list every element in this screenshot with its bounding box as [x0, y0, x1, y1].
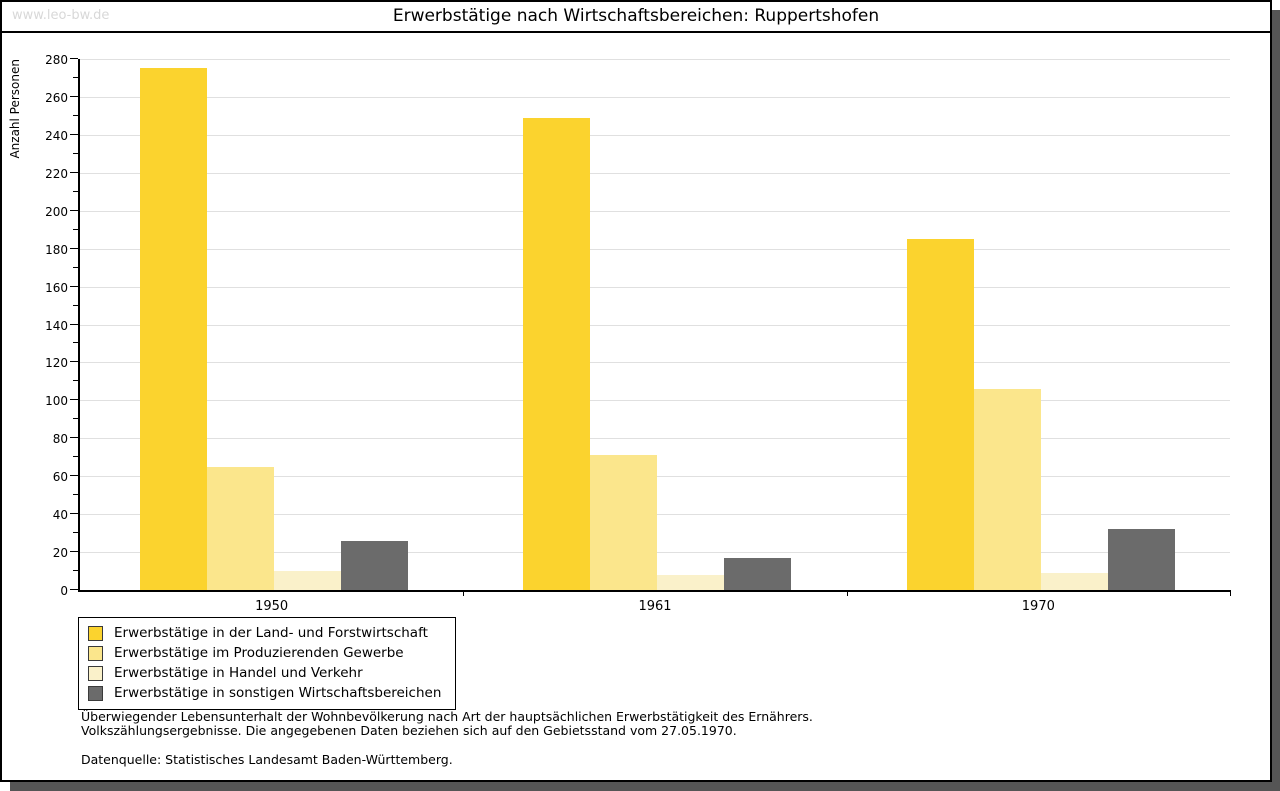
y-major-tick [70, 209, 78, 211]
legend-label: Erwerbstätige in der Land- und Forstwirt… [114, 625, 428, 641]
legend-label: Erwerbstätige in Handel und Verkehr [114, 665, 363, 681]
y-minor-tick [73, 304, 78, 306]
y-minor-tick [73, 380, 78, 382]
y-tick-label: 80 [52, 432, 68, 447]
y-minor-tick [73, 494, 78, 496]
y-tick-label: 260 [45, 90, 68, 105]
y-tick-label: 240 [45, 128, 68, 143]
y-tick-label: 140 [45, 318, 68, 333]
y-tick-label: 40 [52, 508, 68, 523]
watermark-text: www.leo-bw.de [12, 8, 110, 23]
legend-item: Erwerbstätige in der Land- und Forstwirt… [88, 623, 441, 643]
footnote-line-1: Überwiegender Lebensunterhalt der Wohnbe… [81, 709, 813, 724]
y-major-tick [70, 437, 78, 439]
bar [1107, 529, 1175, 590]
y-gridline [80, 59, 1230, 60]
y-tick-label: 100 [45, 394, 68, 409]
y-minor-tick [73, 190, 78, 192]
y-major-tick [70, 58, 78, 59]
data-source-note: Datenquelle: Statistisches Landesamt Bad… [81, 752, 453, 767]
y-tick-label: 120 [45, 356, 68, 371]
y-gridline [80, 438, 1230, 440]
y-major-tick [70, 589, 78, 590]
y-tick-label: 200 [45, 204, 68, 219]
y-gridline [80, 210, 1230, 212]
y-minor-tick [73, 342, 78, 344]
y-gridline [80, 400, 1230, 402]
bar [724, 557, 792, 590]
bar [1040, 572, 1108, 590]
y-major-tick [70, 361, 78, 363]
y-minor-tick [73, 456, 78, 458]
y-major-tick [70, 399, 78, 401]
y-tick-label: 60 [52, 470, 68, 485]
frame-shadow-right [1272, 10, 1280, 791]
chart-title: Erwerbstätige nach Wirtschaftsbereichen:… [392, 6, 880, 26]
x-tick [1230, 590, 1231, 596]
bar [590, 455, 658, 590]
y-major-tick [70, 513, 78, 515]
legend-swatch [88, 625, 103, 641]
y-tick-label: 280 [45, 53, 68, 67]
y-minor-tick [73, 266, 78, 268]
bar [657, 574, 725, 590]
y-minor-tick [73, 570, 78, 572]
y-gridline [80, 362, 1230, 364]
y-tick-label: 180 [45, 242, 68, 257]
y-minor-tick [73, 152, 78, 154]
x-category-label: 1950 [255, 599, 289, 614]
y-major-tick [70, 323, 78, 325]
x-tick [463, 590, 465, 596]
y-major-tick [70, 133, 78, 135]
bar [140, 68, 207, 590]
y-gridline [80, 248, 1230, 250]
y-major-tick [70, 171, 78, 173]
bar [274, 571, 341, 590]
legend-item: Erwerbstätige in Handel und Verkehr [88, 663, 441, 683]
y-tick-label: 0 [60, 584, 68, 598]
bar [341, 540, 408, 590]
y-major-tick [70, 247, 78, 249]
y-tick-label: 220 [45, 166, 68, 181]
y-major-tick [70, 551, 78, 553]
legend-item: Erwerbstätige in sonstigen Wirtschaftsbe… [88, 683, 441, 703]
x-category-label: 1961 [638, 599, 672, 614]
bar [207, 466, 274, 590]
y-tick-label: 160 [45, 280, 68, 295]
y-axis-title: Anzahl Personen [8, 59, 22, 159]
footnote-line-2: Volkszählungsergebnisse. Die angegebenen… [81, 723, 737, 738]
bar [523, 117, 591, 590]
frame-shadow-bottom [10, 782, 1272, 791]
x-tick [846, 590, 848, 596]
legend-item: Erwerbstätige im Produzierenden Gewerbe [88, 643, 441, 663]
x-category-label: 1970 [1021, 599, 1055, 614]
legend-swatch [88, 685, 103, 701]
y-major-tick [70, 95, 78, 97]
bar [973, 388, 1041, 590]
y-major-tick [70, 285, 78, 287]
y-minor-tick [73, 76, 78, 78]
y-gridline [80, 134, 1230, 136]
y-major-tick [70, 475, 78, 477]
y-minor-tick [73, 418, 78, 420]
y-minor-tick [73, 114, 78, 116]
y-gridline [80, 324, 1230, 326]
y-tick-label: 20 [52, 546, 68, 561]
y-minor-tick [73, 532, 78, 534]
title-band: www.leo-bw.de Erwerbstätige nach Wirtsch… [2, 2, 1270, 33]
y-minor-tick [73, 228, 78, 230]
y-gridline [80, 286, 1230, 288]
legend-box: Erwerbstätige in der Land- und Forstwirt… [78, 617, 457, 710]
plot-area: 0 20 40 60 80 100 120 140 160 180 200 220 240 260 280 1… [45, 53, 1231, 614]
y-gridline [80, 96, 1230, 98]
legend-label: Erwerbstätige in sonstigen Wirtschaftsbe… [114, 685, 442, 701]
legend-swatch [88, 645, 103, 661]
legend-swatch [88, 665, 103, 681]
y-gridline [80, 172, 1230, 174]
legend-label: Erwerbstätige im Produzierenden Gewerbe [114, 645, 404, 661]
bar [906, 239, 974, 590]
